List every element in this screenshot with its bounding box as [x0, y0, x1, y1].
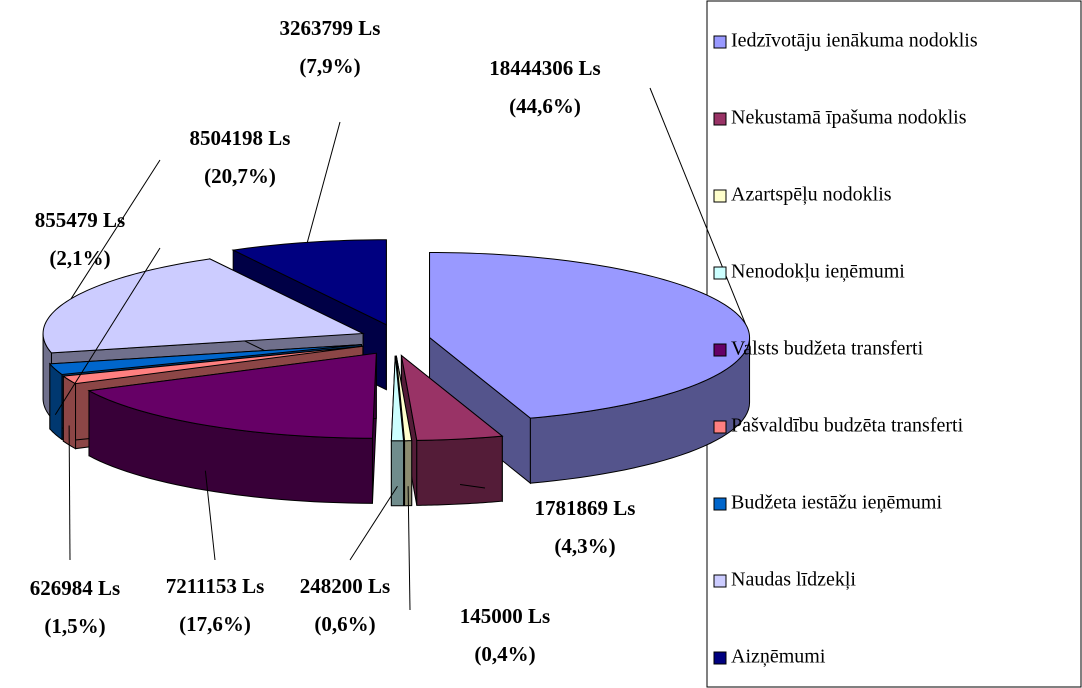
percent-label: (20,7%)	[204, 164, 276, 188]
leader-line	[460, 484, 486, 489]
data-label: 145000 Ls	[460, 604, 550, 628]
leader-line	[649, 87, 746, 325]
data-label: 1781869 Ls	[535, 496, 636, 520]
leader-line	[54, 247, 161, 416]
legend-swatch	[713, 651, 727, 665]
leader-line	[68, 425, 71, 561]
data-label: 248200 Ls	[300, 574, 390, 598]
legend-swatch	[713, 112, 727, 126]
legend-label: Iedzīvotāju ienākuma nodoklis	[731, 30, 978, 52]
legend-label: Aizņēmumi	[731, 646, 826, 668]
legend-label: Nenodokļu ieņēmumi	[731, 261, 905, 283]
slice	[48, 344, 362, 376]
legend-swatch	[713, 343, 727, 357]
leader-line	[306, 121, 341, 243]
percent-label: (17,6%)	[179, 612, 251, 636]
leader-line	[407, 486, 411, 611]
slice	[87, 352, 377, 439]
data-label: 3263799 Ls	[280, 16, 381, 40]
percent-label: (44,6%)	[509, 94, 581, 118]
slice	[400, 354, 504, 441]
percent-label: (0,4%)	[474, 642, 535, 666]
slice-side	[416, 435, 503, 506]
data-label: 18444306 Ls	[489, 56, 600, 80]
legend-label: Budžeta iestāžu ieņēmumi	[731, 492, 942, 514]
legend-swatch	[713, 574, 727, 588]
leader-line	[349, 485, 398, 561]
legend-swatch	[713, 189, 727, 203]
percent-label: (2,1%)	[49, 246, 110, 270]
slice-side	[390, 440, 405, 507]
data-label: 8504198 Ls	[190, 126, 291, 150]
slice-side	[49, 362, 63, 441]
legend-label: Valsts budžeta transferti	[731, 338, 924, 360]
legend-swatch	[713, 420, 727, 434]
legend-label: Pašvaldību budzēta transferti	[731, 415, 964, 437]
slice	[61, 345, 363, 385]
percent-label: (1,5%)	[44, 614, 105, 638]
legend-swatch	[713, 266, 727, 280]
legend-box	[706, 0, 1082, 688]
slice	[395, 355, 413, 442]
percent-label: (0,6%)	[314, 612, 375, 636]
legend-label: Nekustamā īpašuma nodoklis	[731, 107, 967, 129]
legend-swatch	[713, 497, 727, 511]
legend-label: Azartspēļu nodoklis	[731, 184, 892, 206]
legend-swatch	[713, 35, 727, 49]
leader-line	[204, 470, 216, 561]
percent-label: (7,9%)	[299, 54, 360, 78]
data-label: 855479 Ls	[35, 208, 125, 232]
slice-tops	[42, 239, 751, 442]
slice	[390, 355, 405, 442]
data-label: 7211153 Ls	[166, 574, 265, 598]
data-label: 626984 Ls	[30, 576, 120, 600]
leader-line	[70, 159, 161, 300]
legend-label: Naudas līdzekļi	[731, 569, 856, 591]
percent-label: (4,3%)	[554, 534, 615, 558]
